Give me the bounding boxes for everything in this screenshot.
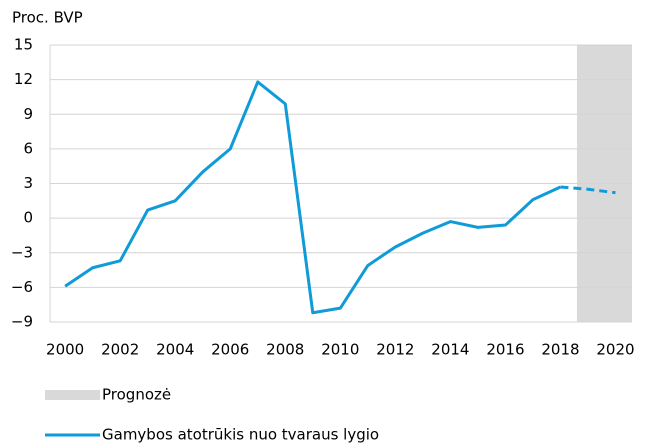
x-tick-label: 2006 (211, 341, 249, 359)
legend-swatch (45, 390, 100, 400)
x-tick-label: 2002 (101, 341, 139, 359)
series-line-forecast (560, 185, 616, 195)
x-tick-label: 2014 (431, 341, 469, 359)
y-tick-label: −3 (11, 243, 33, 261)
series-line (64, 80, 562, 315)
y-tick-label: 3 (23, 174, 33, 192)
legend-label: Gamybos atotrūkis nuo tvaraus lygio (102, 426, 379, 444)
y-tick-label: 15 (14, 36, 33, 54)
y-axis-label: Proc. BVP (12, 9, 83, 27)
x-tick-label: 2000 (46, 341, 84, 359)
x-tick-label: 2018 (541, 341, 579, 359)
x-tick-label: 2012 (376, 341, 414, 359)
x-tick-label: 2016 (486, 341, 524, 359)
y-tick-label: 9 (23, 105, 33, 123)
y-tick-label: −9 (11, 313, 33, 331)
y-tick-label: −6 (11, 278, 33, 296)
y-tick-label: 0 (23, 209, 33, 227)
legend-label: Prognozė (102, 386, 171, 404)
x-tick-label: 2010 (321, 341, 359, 359)
x-tick-label: 2008 (266, 341, 304, 359)
y-tick-label: 6 (23, 139, 33, 157)
x-tick-label: 2020 (596, 341, 634, 359)
x-tick-label: 2004 (156, 341, 194, 359)
y-tick-label: 12 (14, 70, 33, 88)
